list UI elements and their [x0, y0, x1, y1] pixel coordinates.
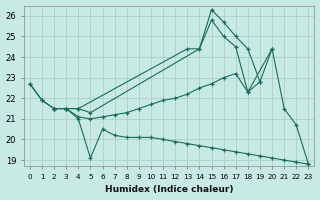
- X-axis label: Humidex (Indice chaleur): Humidex (Indice chaleur): [105, 185, 233, 194]
